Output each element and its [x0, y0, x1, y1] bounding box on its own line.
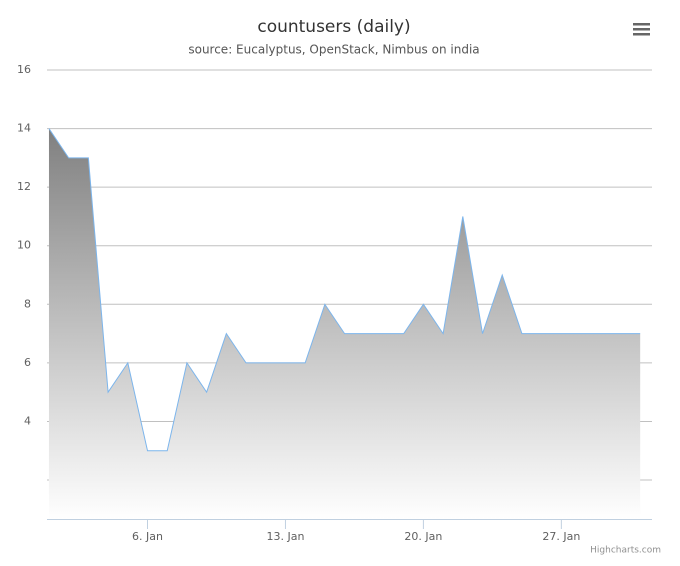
x-tick-label: 20. Jan: [404, 530, 442, 543]
y-tick-label: 8: [24, 297, 31, 310]
menu-bar: [633, 23, 650, 26]
menu-button[interactable]: [632, 20, 652, 38]
area-fill: [48, 128, 641, 520]
x-tick-label: 13. Jan: [266, 530, 304, 543]
y-tick-label: 16: [17, 63, 31, 76]
y-tick-label: 4: [24, 414, 31, 427]
y-tick-label: 6: [24, 356, 31, 369]
y-tick-label: 12: [17, 180, 31, 193]
x-tick-label: 6. Jan: [132, 530, 163, 543]
y-tick-label: 14: [17, 122, 31, 135]
series-line: [48, 128, 641, 452]
menu-bar: [633, 28, 650, 31]
y-tick-label: 10: [17, 239, 31, 252]
x-tick-label: 27. Jan: [542, 530, 580, 543]
credits: Highcharts.com: [590, 546, 661, 556]
menu-bar: [633, 33, 650, 36]
chart-subtitle: source: Eucalyptus, OpenStack, Nimbus on…: [188, 43, 479, 57]
chart-title: countusers (daily): [257, 17, 410, 37]
